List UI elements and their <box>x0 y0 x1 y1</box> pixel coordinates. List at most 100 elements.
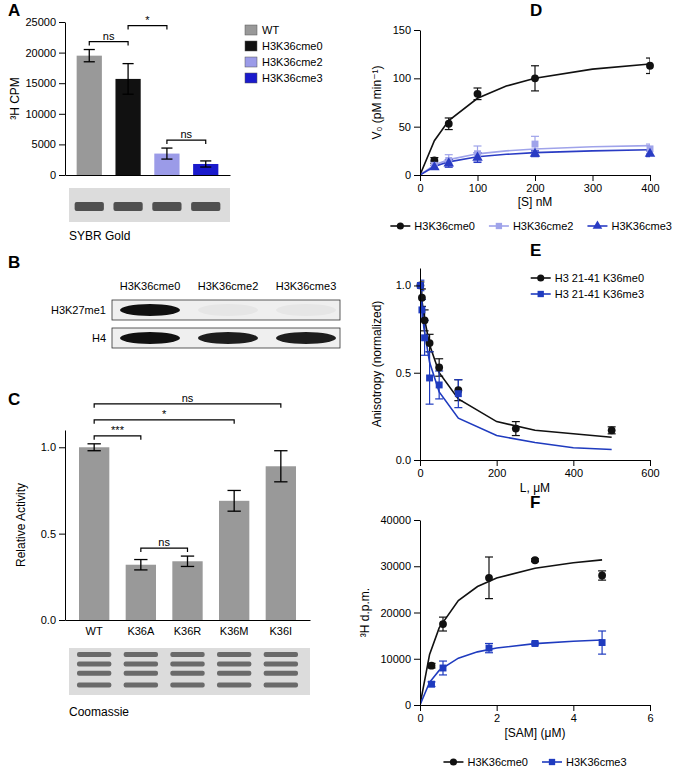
tick: 200 <box>526 175 544 194</box>
legend-label: H3 21-41 K36me3 <box>555 288 644 300</box>
figure: A0500010000150002000025000³H CPMnsns*WTH… <box>0 0 677 782</box>
error-bar-line <box>474 162 482 163</box>
significance-label: * <box>145 14 150 26</box>
error-bar-line <box>445 167 453 168</box>
tick: 5000 <box>32 138 65 150</box>
error-bar-line <box>89 50 90 62</box>
tick-mark <box>414 705 420 706</box>
tick-mark <box>414 520 420 521</box>
y-axis: 0.00.51.0 <box>396 269 421 467</box>
tick: 0.5 <box>396 367 420 379</box>
tick-label: K36A <box>127 625 155 637</box>
legend-label: H3K36cme2 <box>262 56 323 68</box>
point <box>426 374 433 381</box>
tick: 20000 <box>380 607 420 619</box>
significance-label: *** <box>111 424 125 436</box>
y-axis: 010000200003000040000 <box>380 514 420 711</box>
row-label: H3K27me1 <box>51 304 106 316</box>
tick: 100 <box>393 72 420 84</box>
plot-area <box>79 444 296 620</box>
x-axis: 0246 <box>417 705 653 724</box>
tick-label: K36R <box>174 625 202 637</box>
fit-line <box>420 64 650 175</box>
legend: H3 21-41 K36me0 H3 21-41 K36me3 <box>531 272 644 300</box>
error-bar-line <box>123 63 134 64</box>
panel: A0500010000150002000025000³H CPMnsns*WTH… <box>8 1 323 243</box>
point <box>599 639 606 646</box>
legend-entry: H3K36cme2 <box>245 56 323 68</box>
legend-marker <box>537 274 544 281</box>
error-bar-line <box>531 65 539 66</box>
error-bar-line <box>94 444 95 451</box>
legend-entry: H3 21-41 K36me0 <box>531 272 644 284</box>
legend-entry: H3K36cme3 <box>245 72 323 84</box>
y-axis-line <box>65 431 66 621</box>
tick-label: 200 <box>526 182 544 194</box>
tick: 30000 <box>380 560 420 572</box>
tick-label: 15000 <box>25 77 56 89</box>
gel-band <box>264 661 298 666</box>
tick-mark <box>573 460 574 466</box>
x-axis-line <box>66 620 311 621</box>
bar <box>266 466 296 620</box>
error-bar-line <box>485 652 493 653</box>
error-bar-line <box>87 443 100 444</box>
tick-mark <box>414 460 420 461</box>
legend-swatch <box>245 41 257 51</box>
error-bar-line <box>439 630 447 631</box>
tick-label: 30000 <box>380 560 411 572</box>
error-bar-line <box>445 154 453 155</box>
x-axis-line <box>421 460 651 461</box>
error-bar-line <box>598 580 606 581</box>
panel-letter: D <box>530 1 542 20</box>
significance-bracket: ns <box>94 392 281 408</box>
tick: 0 <box>405 169 420 181</box>
error-bar-line <box>454 379 462 380</box>
plot-area <box>420 58 650 175</box>
significance-label: * <box>162 408 167 420</box>
panel-letter: F <box>530 493 540 512</box>
point <box>531 74 539 82</box>
error-bar-line <box>234 490 235 511</box>
point <box>486 645 493 652</box>
tick: 0 <box>50 169 65 181</box>
error-bar-line <box>435 358 443 359</box>
gel-band <box>75 202 104 211</box>
tick: 400 <box>565 460 583 479</box>
x-axis-line <box>66 175 231 176</box>
panel: E02004006000.00.51.0Anisotropy (normaliz… <box>370 241 660 495</box>
tick: K36M <box>220 625 249 637</box>
tick-label: 4 <box>571 712 577 724</box>
blot-band <box>276 304 336 316</box>
error-bar-line <box>187 556 188 566</box>
error-bar-line <box>200 166 211 167</box>
bracket-line <box>94 436 141 440</box>
tick: K36R <box>174 625 202 637</box>
legend-entry: H3K36cme0 <box>390 220 475 232</box>
y-axis-title: ³H CPM <box>8 77 22 120</box>
point <box>436 381 443 388</box>
tick-label: K36I <box>270 625 293 637</box>
tick-mark <box>59 620 65 621</box>
error-bar <box>439 617 447 631</box>
y-axis: 0500010000150002000025000 <box>25 16 65 181</box>
bracket-line <box>89 42 128 46</box>
point <box>443 157 454 166</box>
blot-band <box>276 332 336 344</box>
tick-label: 40000 <box>380 514 411 526</box>
error-bar-line <box>274 450 287 451</box>
gel-band <box>170 683 204 688</box>
error-bar <box>445 118 453 130</box>
tick-mark <box>414 78 420 79</box>
tick-mark <box>593 175 594 181</box>
error-bar-line <box>274 481 287 482</box>
tick: 50 <box>399 121 420 133</box>
panel-letter: E <box>530 241 541 260</box>
blot-band <box>120 304 180 316</box>
significance-bracket: ns <box>89 30 128 46</box>
tick-label: 10000 <box>380 653 411 665</box>
gel-background <box>69 648 310 695</box>
significance-bracket: ns <box>141 536 188 552</box>
tick-mark <box>59 114 65 115</box>
error-bar-line <box>227 490 240 491</box>
